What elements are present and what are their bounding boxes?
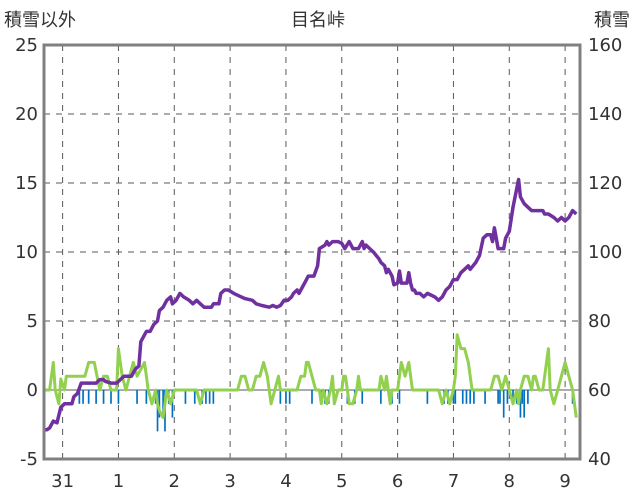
left-tick-label: 25 (15, 35, 38, 56)
plot-frame (42, 43, 582, 461)
x-tick-label: 2 (169, 471, 180, 492)
precip-bar (184, 390, 187, 404)
precip-bar (426, 390, 429, 404)
left-axis-ticks: -5 0 5 10 15 20 25 (15, 35, 38, 470)
x-tick-label: 8 (504, 471, 515, 492)
temperature-line (44, 333, 578, 420)
precip-bar (193, 390, 196, 404)
x-tick-label: 6 (392, 471, 403, 492)
precip-bar (171, 390, 174, 418)
right-axis-label: 積雪 (594, 10, 630, 31)
x-tick-label: 7 (448, 471, 459, 492)
left-tick-label: 5 (27, 311, 38, 332)
gridlines (44, 45, 580, 459)
precip-bar (288, 390, 291, 404)
precip-bar (212, 390, 215, 404)
precip-bar (311, 390, 313, 404)
snow-depth-line (44, 177, 578, 432)
right-tick-label: 80 (588, 311, 611, 332)
precip-bar (502, 390, 505, 418)
right-tick-label: 40 (588, 449, 611, 470)
precip-bar (473, 390, 475, 404)
precip-bar (279, 390, 282, 404)
precip-bar (82, 390, 84, 404)
x-tick-label: 5 (336, 471, 347, 492)
precip-bar (102, 390, 105, 404)
precip-bar (469, 390, 472, 404)
precip-bar (117, 390, 120, 404)
left-tick-label: 20 (15, 104, 38, 125)
precip-bar (78, 390, 81, 404)
precip-bar (454, 390, 457, 404)
right-tick-label: 160 (588, 35, 622, 56)
precip-bar (380, 390, 382, 404)
precip-bar (506, 390, 509, 404)
precip-bar (162, 390, 164, 418)
precip-bar (465, 390, 468, 404)
precip-bar (136, 390, 138, 404)
precip-bar (461, 390, 464, 404)
x-tick-label: 4 (280, 471, 291, 492)
precip-bar (145, 390, 148, 404)
precip-bar (484, 390, 486, 404)
right-tick-label: 60 (588, 380, 611, 401)
precip-bar (95, 390, 97, 404)
x-tick-label: 31 (51, 471, 74, 492)
precip-bar (158, 390, 161, 418)
x-tick-label: 9 (559, 471, 570, 492)
precip-bar (205, 390, 207, 404)
precip-bar (361, 390, 364, 404)
right-axis-ticks: 40 60 80 100 120 140 160 (588, 35, 622, 470)
left-axis-label: 積雪以外 (4, 10, 76, 31)
chart-title: 目名峠 (291, 10, 345, 31)
precip-bar (497, 390, 499, 404)
x-tick-label: 3 (224, 471, 235, 492)
x-tick-label: 1 (113, 471, 124, 492)
precip-bar (499, 390, 501, 404)
precip-bar (208, 390, 211, 404)
precip-bar (521, 390, 524, 404)
right-tick-label: 120 (588, 173, 622, 194)
precip-bar (285, 390, 287, 404)
left-tick-label: 10 (15, 242, 38, 263)
left-tick-label: 0 (27, 380, 38, 401)
precip-bar (523, 390, 526, 418)
precip-bar (512, 390, 514, 404)
precip-bar (110, 390, 112, 404)
precip-bar (519, 390, 522, 418)
left-tick-label: 15 (15, 173, 38, 194)
precip-bar (527, 390, 529, 404)
precip-bar (398, 390, 401, 404)
precip-bar (156, 390, 159, 432)
left-tick-label: -5 (20, 449, 38, 470)
x-axis-ticks: 31 1 2 3 4 5 6 7 8 9 (51, 471, 571, 492)
precip-bar (87, 390, 90, 404)
precip-bar (452, 390, 455, 404)
series-lines (44, 177, 578, 432)
right-tick-label: 140 (588, 104, 622, 125)
right-tick-label: 100 (588, 242, 622, 263)
